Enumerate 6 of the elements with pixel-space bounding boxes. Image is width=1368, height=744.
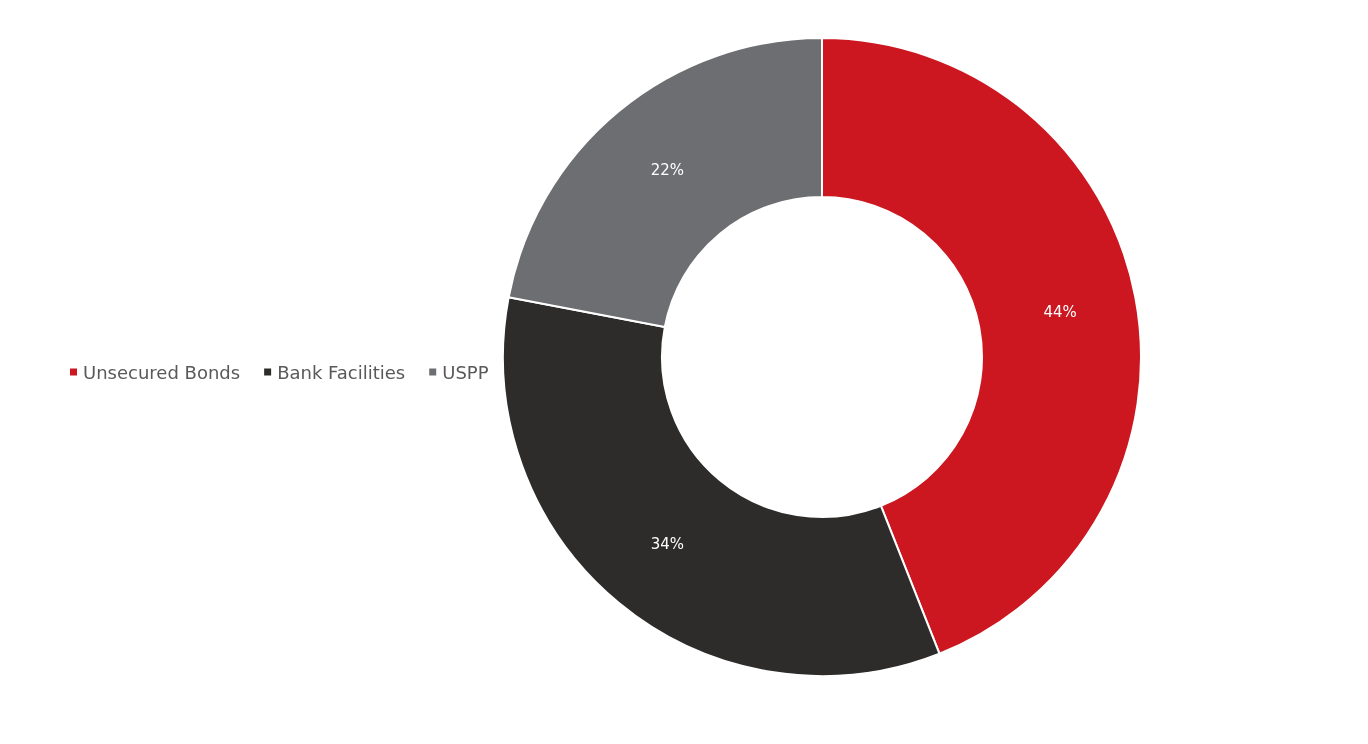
- legend-label: Bank Facilities: [277, 361, 406, 383]
- data-label: 22%: [650, 161, 685, 180]
- data-label: 34%: [650, 534, 685, 553]
- legend-label: USPP: [442, 361, 489, 383]
- data-label: 44%: [1043, 302, 1077, 321]
- legend-label: Unsecured Bonds: [83, 361, 241, 383]
